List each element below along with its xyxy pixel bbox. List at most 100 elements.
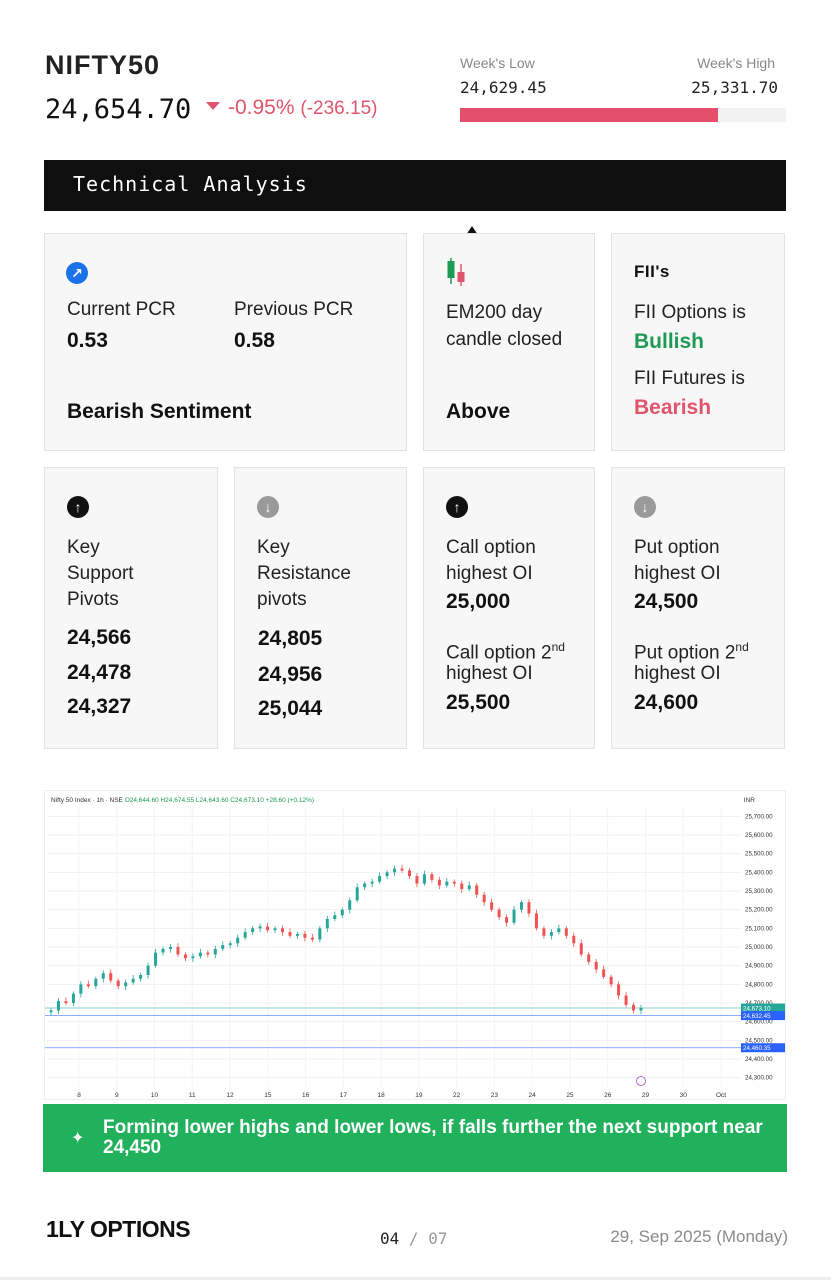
em200-card: EM200 day candle closed Above (423, 233, 595, 451)
em200-label-line2: candle closed (446, 329, 563, 350)
x-tick-label: 23 (491, 1092, 499, 1099)
candle-body (460, 883, 464, 890)
candle-body (154, 952, 158, 966)
put-highest-label-line2: highest OI (634, 563, 721, 584)
arrow-up-circle-icon: ↑ (67, 496, 89, 518)
resistance-label-line3: pivots (257, 589, 307, 610)
call-highest-label-line1: Call option (446, 537, 536, 558)
event-marker-icon (636, 1076, 646, 1086)
support-pivot-1: 24,566 (67, 626, 132, 649)
resistance-pivot-2: 24,956 (258, 663, 323, 686)
section-title: Technical Analysis (73, 172, 308, 196)
candle-body (333, 915, 337, 919)
y-tick-label: 25,400.00 (745, 869, 773, 876)
candle-body (273, 928, 277, 931)
candle-body (131, 978, 135, 983)
price-level-label: 24,673.10 (743, 1005, 771, 1012)
price-change: -0.95% (-236.15) (206, 96, 378, 120)
candle-body (594, 961, 598, 970)
put-highest-label-line1: Put option (634, 537, 720, 558)
y-tick-label: 25,600.00 (745, 832, 773, 839)
candle-body (86, 984, 90, 987)
x-tick-label: 9 (115, 1092, 119, 1099)
candle-body (602, 969, 606, 977)
brand-logo: 1LY OPTIONS (46, 1216, 191, 1242)
candle-body (64, 1001, 68, 1003)
candle-body (415, 876, 419, 884)
candle-body (549, 932, 553, 936)
candle-body (281, 928, 285, 933)
arrow-up-circle-icon: ↑ (446, 496, 468, 518)
arrow-down-circle-icon: ↓ (634, 496, 656, 518)
put-highest-value: 24,500 (634, 590, 699, 613)
fii-options-value: Bullish (634, 330, 705, 353)
candle-body (624, 995, 628, 1005)
candle-body (564, 928, 568, 936)
resistance-pivot-1: 24,805 (258, 627, 323, 650)
candle-body (407, 870, 411, 877)
candle-body (587, 954, 591, 962)
ticker-symbol: NIFTY50 (45, 50, 161, 80)
resistance-label-line1: Key (257, 537, 290, 558)
candle-body (79, 984, 83, 994)
candle-body (191, 956, 195, 959)
x-tick-label: 30 (680, 1092, 688, 1099)
x-tick-label: 15 (264, 1092, 272, 1099)
previous-pcr-label: Previous PCR (234, 299, 354, 320)
fii-title: FII's (634, 262, 670, 281)
candle-body (482, 894, 486, 903)
candle-body (258, 926, 262, 929)
y-tick-label: 25,700.00 (745, 813, 773, 820)
candle-body (542, 928, 546, 936)
candle-body (303, 933, 307, 938)
put-second-label-line2: highest OI (634, 663, 721, 684)
candle-body (318, 928, 322, 940)
week-low-label: Week's Low (460, 55, 535, 71)
candle-body (363, 883, 367, 888)
support-card: ↑ Key Support Pivots 24,566 24,478 24,32… (44, 467, 218, 749)
change-percent: -0.95% (228, 96, 295, 119)
candle-body (370, 881, 374, 884)
x-tick-label: 25 (566, 1092, 574, 1099)
price-level-label: 24,460.35 (743, 1045, 771, 1052)
x-tick-label: 26 (604, 1092, 612, 1099)
x-tick-label: 19 (415, 1092, 423, 1099)
candle-body (198, 952, 202, 957)
candle-body (56, 1001, 60, 1011)
candle-body (639, 1008, 643, 1011)
fii-card: FII's FII Options is Bullish FII Futures… (611, 233, 785, 451)
em200-value: Above (446, 400, 511, 423)
support-label-line1: Key (67, 537, 100, 558)
arrow-up-right-icon: ↗ (66, 262, 88, 284)
candle-body (295, 933, 299, 936)
candle-body (520, 902, 524, 910)
y-tick-label: 25,200.00 (745, 907, 773, 914)
callout-text: Forming lower highs and lower lows, if f… (103, 1117, 763, 1158)
y-tick-label: 25,000.00 (745, 944, 773, 951)
candle-body (467, 885, 471, 890)
call-option-card: ↑ Call option highest OI 25,000 Call opt… (423, 467, 595, 749)
candle-body (490, 902, 494, 910)
candle-body (497, 909, 501, 918)
call-highest-value: 25,000 (446, 590, 511, 613)
analysis-callout: ✦ Forming lower highs and lower lows, if… (43, 1104, 787, 1172)
page-total: 07 (428, 1229, 448, 1248)
candle-body (228, 943, 232, 946)
y-tick-label: 25,500.00 (745, 851, 773, 858)
x-tick-label: 12 (226, 1092, 234, 1099)
candle-body (452, 881, 456, 884)
week-high-value: 25,331.70 (691, 78, 778, 97)
put-second-label-sup: nd (735, 640, 749, 654)
x-tick-label: 22 (453, 1092, 461, 1099)
current-pcr-value: 0.53 (67, 329, 108, 352)
candle-body (632, 1004, 636, 1011)
candle-body (437, 879, 441, 886)
candle-body (124, 982, 128, 987)
x-tick-label: 10 (151, 1092, 159, 1099)
candle-body (101, 973, 105, 979)
candle-body (422, 874, 426, 884)
candle-body (288, 932, 292, 936)
support-pivot-3: 24,327 (67, 695, 132, 718)
candle-body (139, 975, 143, 979)
candle-body (572, 935, 576, 944)
